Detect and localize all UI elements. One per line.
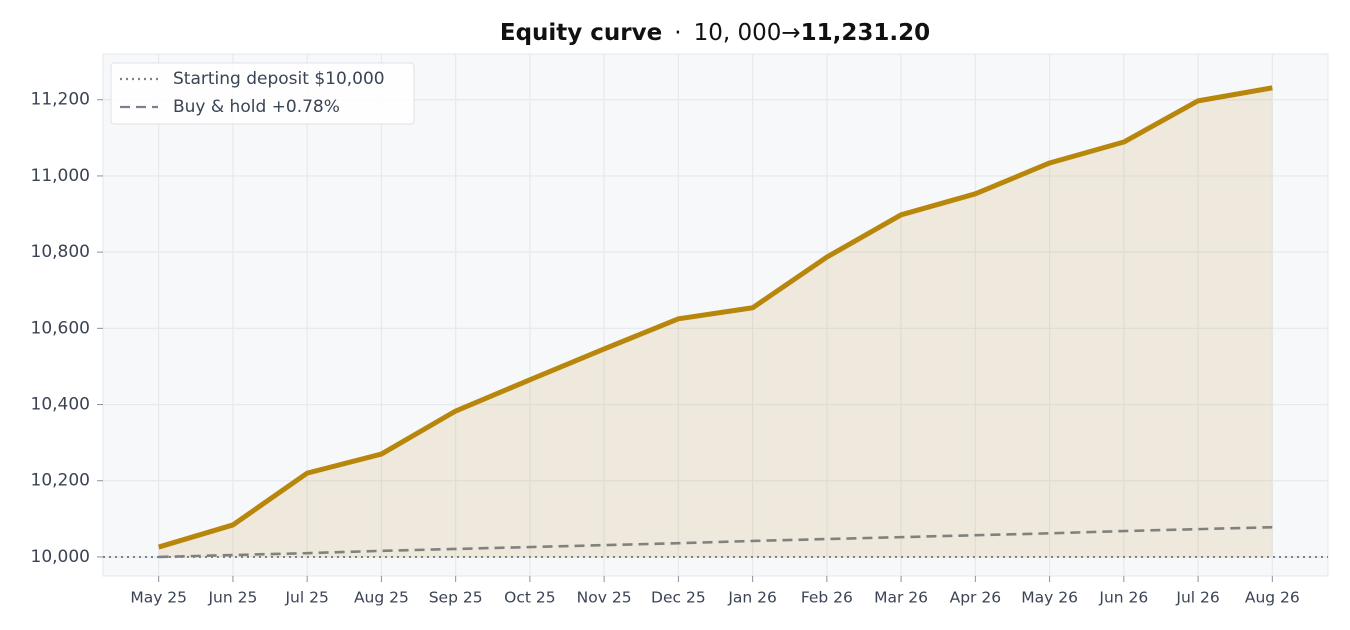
x-tick-label: Mar 26: [874, 589, 928, 607]
title-part: ·: [674, 20, 681, 46]
y-tick-label: 10,200: [31, 471, 90, 491]
legend-label: Starting deposit $10,000: [173, 69, 385, 89]
legend-label: Buy & hold +0.78%: [173, 97, 340, 117]
x-tick-label: Aug 26: [1245, 589, 1300, 607]
x-tick-label: May 25: [130, 589, 187, 607]
x-tick-label: Jan 26: [727, 589, 777, 607]
y-tick-label: 10,400: [31, 395, 90, 415]
title-part: 11,231.20: [801, 20, 931, 46]
series-line: [157, 85, 1273, 550]
chart-title: Equity curve · 10, 000→11,231.20: [500, 20, 930, 46]
series-line: [158, 525, 1273, 559]
y-tick-label: 11,200: [31, 90, 90, 110]
area-fill: [158, 87, 1273, 557]
y-tick-label: 10,600: [31, 318, 90, 338]
x-tick-label: Oct 25: [504, 589, 555, 607]
legend-box: [110, 62, 415, 125]
x-tick-label: Dec 25: [651, 589, 706, 607]
title-part: 10, 000→: [694, 20, 801, 46]
x-tick-label: Jul 25: [284, 589, 328, 607]
x-tick-label: May 26: [1021, 589, 1078, 607]
x-tick-label: Apr 26: [950, 589, 1001, 607]
x-tick-label: Jun 26: [1098, 589, 1148, 607]
title-part: Equity curve: [500, 20, 662, 46]
y-tick-label: 10,800: [31, 242, 90, 262]
x-tick-label: Aug 25: [354, 589, 409, 607]
x-tick-label: Jun 25: [207, 589, 257, 607]
y-tick-label: 11,000: [31, 166, 90, 186]
y-tick-label: 10,000: [31, 547, 90, 567]
x-tick-label: Feb 26: [801, 589, 853, 607]
x-tick-label: Nov 25: [577, 589, 632, 607]
x-tick-label: Sep 25: [429, 589, 483, 607]
x-tick-label: Jul 26: [1175, 589, 1219, 607]
